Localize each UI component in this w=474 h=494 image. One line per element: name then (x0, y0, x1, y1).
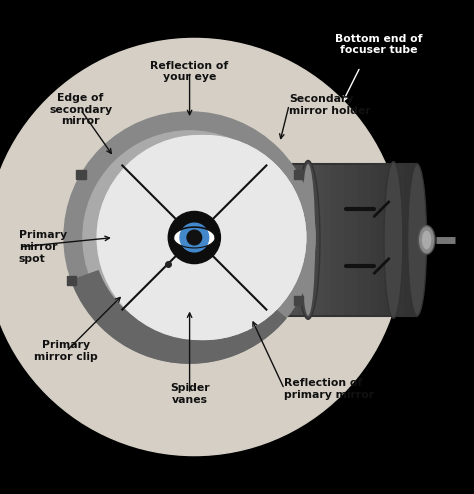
Bar (311, 164, 318, 316)
Bar (284, 164, 291, 316)
Text: Primary
mirror
spot: Primary mirror spot (19, 230, 67, 264)
Bar (377, 164, 384, 316)
Bar (384, 164, 391, 316)
Bar (298, 164, 304, 316)
Circle shape (168, 211, 220, 264)
Bar (284, 164, 417, 316)
Bar (351, 164, 357, 316)
Bar (291, 164, 298, 316)
Bar (364, 164, 371, 316)
Wedge shape (72, 271, 286, 363)
Bar (318, 164, 324, 316)
Ellipse shape (301, 164, 315, 316)
Circle shape (102, 136, 306, 339)
Text: Secondary
mirror holder: Secondary mirror holder (289, 94, 371, 116)
Ellipse shape (273, 164, 296, 316)
Bar (357, 164, 364, 316)
Text: Edge of
secondary
mirror: Edge of secondary mirror (49, 93, 112, 126)
Bar (344, 164, 351, 316)
Text: Reflection of
your eye: Reflection of your eye (150, 61, 229, 82)
Ellipse shape (296, 161, 320, 319)
Text: Primary
mirror clip: Primary mirror clip (35, 340, 98, 362)
Bar (304, 164, 311, 316)
Bar (67, 276, 76, 285)
Bar (324, 164, 331, 316)
Bar (337, 164, 344, 316)
Bar (391, 164, 397, 316)
Circle shape (102, 136, 306, 339)
Bar (371, 164, 377, 316)
Bar (410, 164, 417, 316)
Ellipse shape (408, 164, 427, 316)
Bar (404, 164, 410, 316)
Bar (293, 170, 303, 179)
Circle shape (97, 136, 301, 339)
Text: Spider
vanes: Spider vanes (170, 383, 210, 405)
Ellipse shape (418, 226, 435, 254)
Bar (397, 164, 404, 316)
Text: Bottom end of
focuser tube: Bottom end of focuser tube (336, 34, 423, 55)
Circle shape (83, 131, 296, 344)
Circle shape (0, 39, 403, 455)
Circle shape (64, 112, 315, 363)
Ellipse shape (384, 162, 403, 318)
Bar (293, 295, 303, 305)
Bar (76, 170, 86, 179)
Bar (331, 164, 337, 316)
Ellipse shape (173, 227, 215, 248)
Circle shape (187, 230, 201, 245)
Circle shape (180, 223, 209, 252)
Ellipse shape (422, 230, 431, 249)
Text: Reflection of
primary mirror: Reflection of primary mirror (284, 378, 374, 400)
